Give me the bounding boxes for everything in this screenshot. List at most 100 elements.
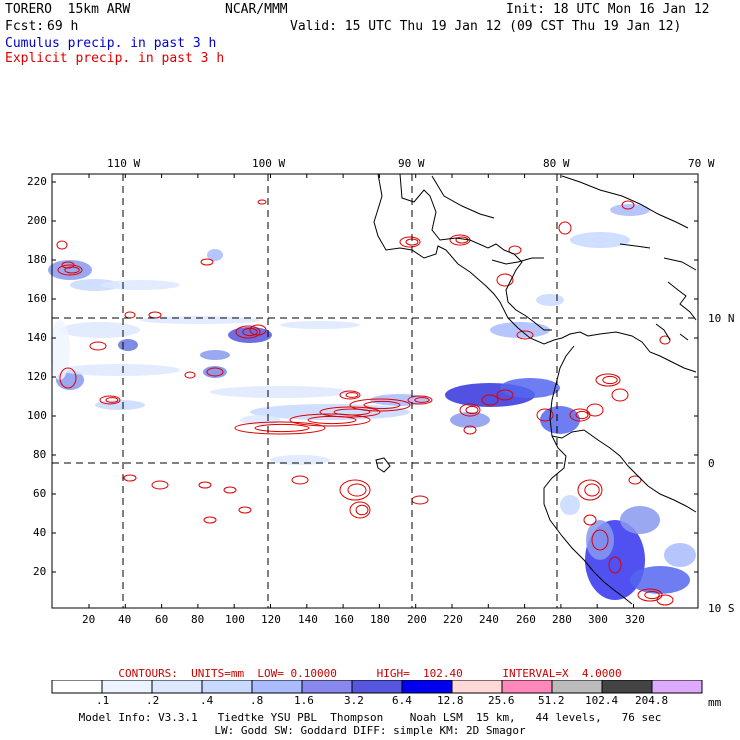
x-tick-label: 260 [516,613,536,626]
cumulus-precip-area [570,232,630,248]
cumulus-precip-area [560,495,580,515]
cumulus-precip-area [70,279,120,291]
cumulus-precip-area [370,394,430,406]
precip-contour [584,483,600,497]
graticule [52,174,698,608]
scale-swatch [101,680,153,694]
y-tick-label: 160 [27,292,47,305]
precip-contour [407,395,433,405]
cumulus-precip-area [210,386,350,398]
cumulus-precip-area [207,249,223,261]
cumulus-precip-area [500,378,560,398]
precip-contour [61,261,75,269]
x-tick-label: 20 [82,613,96,626]
scale-label: 51.2 [538,694,565,707]
precip-contour [89,341,107,351]
x-tick-label: 240 [479,613,499,626]
precip-contour [257,199,267,205]
y-tick-label: 180 [27,253,47,266]
precip-contour [577,479,603,501]
valid-time: Valid: 15 UTC Thu 19 Jan 12 (09 CST Thu … [290,19,682,34]
scale-swatch [401,680,453,694]
precip-contour [124,311,136,319]
precip-contour [339,479,371,501]
cumulus-precip-area [536,294,564,306]
scale-label: 6.4 [392,694,412,707]
fcst-value: 69 h [47,19,79,34]
cumulus-precip-area [228,327,272,343]
x-tick-label: 40 [118,613,132,626]
scale-swatch [351,680,403,694]
precip-contour [349,398,411,412]
precip-contour [591,529,609,551]
precip-contour [56,240,68,250]
precip-contour [628,475,642,485]
map-frame [51,173,699,609]
precip-contour [496,389,514,401]
y-tick-label: 60 [33,487,47,500]
cumulus-precip-area [140,316,260,324]
scale-swatch [151,680,203,694]
scale-label: .2 [146,694,160,707]
coastlines [373,173,697,605]
scale-swatch [51,680,103,694]
precip-contour [481,394,499,406]
precip-contour [206,367,224,377]
x-tick-label: 140 [298,613,318,626]
precip-contour [496,273,514,287]
precip-contour [123,474,137,482]
legend-cumulus: Cumulus precip. in past 3 h [5,36,217,51]
center-label: NCAR/MMM [225,2,288,17]
scale-label: .4 [200,694,214,707]
precip-contour [349,501,371,519]
y-tick-label: 20 [33,565,47,578]
precip-contour [347,483,367,497]
color-scale [51,680,703,694]
cumulus-precip-area [280,321,360,329]
precip-contour [234,421,326,435]
scale-label: 12.8 [437,694,464,707]
cumulus-precip-area [118,339,138,351]
lat-label-10s: 10 S [708,602,735,615]
lon-label-70w: 70 W [688,157,715,170]
precip-contour [656,594,674,606]
precip-contour [463,425,477,435]
model-info: Model Info: V3.3.1 Tiedtke YSU PBL Thomp… [78,711,662,724]
legend-explicit: Explicit precip. in past 3 h [5,51,225,66]
cumulus-precip-area [50,320,70,380]
x-tick-label: 120 [261,613,281,626]
cumulus-precip-area [48,260,92,280]
precip-contour [99,395,121,405]
cumulus-precip-area [586,520,614,560]
scale-swatch [551,680,603,694]
lat-label-0: 0 [708,457,715,470]
x-tick-label: 160 [334,613,354,626]
cumulus-precip-fills [48,204,696,600]
scale-label: 25.6 [488,694,515,707]
precip-contour [200,258,214,266]
scale-label: .8 [250,694,264,707]
precip-contour [333,408,371,416]
scale-swatch [301,680,353,694]
cumulus-precip-area [100,280,180,290]
cumulus-precip-area [240,415,280,425]
precip-contour [516,330,534,340]
precip-contour [254,423,310,433]
scale-label: .1 [96,694,110,707]
precip-contour [105,397,119,403]
precip-contour [536,408,554,422]
precip-contour [575,410,589,420]
precip-contour [586,403,604,417]
cumulus-precip-area [60,364,180,376]
contours-info: CONTOURS: UNITS=mm LOW= 0.10000 HIGH= 10… [118,667,622,680]
scale-swatch [651,680,703,694]
cumulus-precip-area [620,506,660,534]
precip-contour [339,390,361,400]
precip-contour [289,413,371,427]
precip-contour [583,514,597,526]
scale-label: 1.6 [294,694,314,707]
x-tick-label: 200 [407,613,427,626]
y-tick-label: 140 [27,331,47,344]
scale-label: 3.2 [344,694,364,707]
